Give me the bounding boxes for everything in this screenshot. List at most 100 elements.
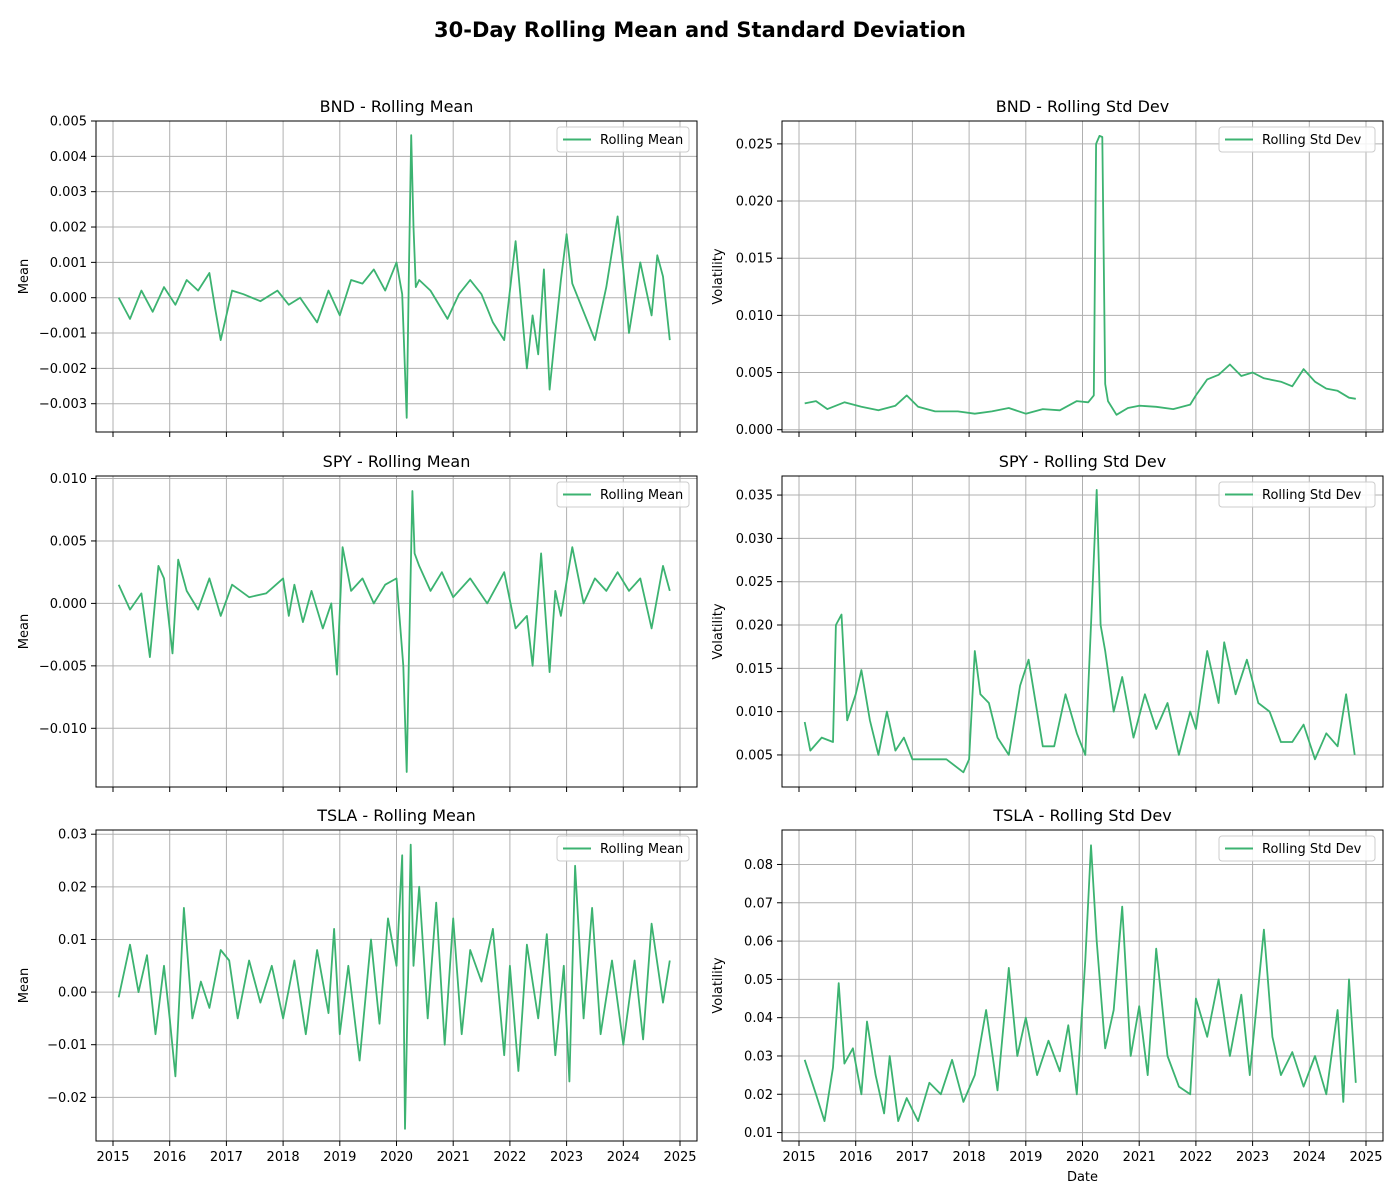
legend-box	[556, 481, 690, 508]
y-axis-label: Mean	[17, 259, 32, 294]
legend-box	[1218, 126, 1376, 153]
y-tick-label: 0.04	[744, 1011, 773, 1026]
series-line	[804, 134, 1356, 416]
series-line	[117, 134, 671, 419]
subplot-3: −0.010 −0.005 0.000 0.005 0.010 SPY - Rolling…	[17, 452, 698, 792]
y-tick-label: 0.000	[50, 597, 87, 612]
x-tick-label: 2024	[1293, 1150, 1326, 1165]
legend-label: Rolling Mean	[600, 842, 683, 857]
y-axis-label: Volatility	[711, 248, 726, 304]
subplot-title: TSLA - Rolling Mean	[316, 806, 476, 825]
y-tick-label: 0.035	[736, 489, 773, 504]
legend-label: Rolling Std Dev	[1262, 842, 1362, 857]
series-line	[117, 490, 671, 773]
axes-frame	[781, 120, 1384, 433]
y-tick-label: 0.08	[744, 858, 773, 873]
figure-title: 30-Day Rolling Mean and Standard Deviati…	[434, 18, 966, 42]
y-tick-label: 0.06	[744, 935, 773, 950]
y-tick-label: 0.02	[58, 880, 87, 895]
x-tick-label: 2025	[1349, 1150, 1382, 1165]
subplot-title: SPY - Rolling Std Dev	[999, 452, 1166, 471]
subplot-5: 2015 2016 2017 2018 2019 2020 2021 2022 2023 2024…	[17, 806, 698, 1165]
y-tick-label: 0.03	[744, 1049, 773, 1064]
x-tick-label: 2024	[607, 1150, 640, 1165]
y-tick-label: 0.002	[50, 221, 87, 236]
x-tick-label: 2023	[1236, 1150, 1269, 1165]
y-tick-label: 0.020	[736, 619, 773, 634]
legend-box	[556, 835, 690, 862]
x-tick-label: 2016	[153, 1150, 186, 1165]
y-tick-label: 0.030	[736, 532, 773, 547]
x-tick-label: 2015	[96, 1150, 129, 1165]
y-tick-label: 0.005	[50, 534, 87, 549]
legend-box	[556, 126, 690, 153]
x-tick-label: 2017	[210, 1150, 243, 1165]
x-tick-label: 2019	[323, 1150, 356, 1165]
y-tick-label: 0.001	[50, 256, 87, 271]
x-tick-label: 2019	[1009, 1150, 1042, 1165]
y-tick-label: 0.02	[744, 1088, 773, 1103]
y-tick-label: 0.003	[50, 185, 87, 200]
y-tick-label: 0.004	[50, 150, 87, 165]
series-line	[803, 488, 1356, 774]
axes-frame	[95, 120, 698, 433]
x-axis-label: Date	[1067, 1170, 1098, 1185]
y-tick-label: 0.015	[736, 252, 773, 267]
x-tick-label: 2018	[267, 1150, 300, 1165]
legend-label: Rolling Mean	[600, 133, 683, 148]
y-tick-label: 0.025	[736, 137, 773, 152]
y-tick-label: 0.010	[736, 705, 773, 720]
y-tick-label: −0.01	[47, 1038, 87, 1053]
y-tick-label: 0.025	[736, 575, 773, 590]
x-tick-label: 2020	[1066, 1150, 1099, 1165]
x-tick-label: 2016	[839, 1150, 872, 1165]
x-tick-label: 2021	[1123, 1150, 1156, 1165]
y-tick-label: 0.01	[58, 933, 87, 948]
subplot-2: 0.000 0.005 0.010 0.015 0.020 0.025 BND - Roll…	[711, 97, 1384, 438]
subplot-title: TSLA - Rolling Std Dev	[992, 806, 1171, 825]
x-tick-label: 2021	[437, 1150, 470, 1165]
axes-frame	[95, 829, 698, 1142]
x-tick-label: 2018	[953, 1150, 986, 1165]
axes-frame	[781, 829, 1384, 1142]
y-tick-label: −0.003	[39, 397, 87, 412]
x-tick-label: 2025	[663, 1150, 696, 1165]
y-tick-label: 0.000	[736, 423, 773, 438]
y-tick-label: 0.00	[58, 986, 87, 1001]
y-axis-label: Volatility	[711, 603, 726, 659]
subplot-title: BND - Rolling Std Dev	[996, 97, 1169, 116]
series-line	[803, 844, 1357, 1122]
series-line	[117, 843, 671, 1130]
y-tick-label: −0.02	[47, 1091, 87, 1106]
y-axis-label: Volatility	[711, 957, 726, 1013]
x-tick-label: 2023	[550, 1150, 583, 1165]
subplot-6: 2015 2016 2017 2018 2019 2020 2021 2022 2023 2024…	[711, 806, 1384, 1185]
subplot-4: 0.005 0.010 0.015 0.020 0.025 0.030 0.035 SPY -…	[711, 452, 1384, 792]
x-tick-label: 2015	[782, 1150, 815, 1165]
y-tick-label: 0.010	[736, 309, 773, 324]
y-tick-label: 0.05	[744, 973, 773, 988]
legend-box	[1218, 835, 1376, 862]
y-tick-label: 0.03	[58, 828, 87, 843]
axes-frame	[95, 475, 698, 788]
y-tick-label: 0.020	[736, 195, 773, 210]
y-tick-label: −0.010	[39, 722, 87, 737]
subplot-title: SPY - Rolling Mean	[323, 452, 471, 471]
x-tick-label: 2020	[380, 1150, 413, 1165]
y-tick-label: −0.001	[39, 327, 87, 342]
legend-label: Rolling Std Dev	[1262, 133, 1362, 148]
y-tick-label: 0.015	[736, 662, 773, 677]
x-tick-label: 2017	[896, 1150, 929, 1165]
x-tick-label: 2022	[1179, 1150, 1212, 1165]
y-tick-label: 0.010	[50, 472, 87, 487]
y-tick-label: 0.000	[50, 291, 87, 306]
y-axis-label: Mean	[17, 614, 32, 649]
y-tick-label: 0.07	[744, 896, 773, 911]
legend-box	[1218, 481, 1376, 508]
y-tick-label: 0.01	[744, 1126, 773, 1141]
y-axis-label: Mean	[17, 968, 32, 1003]
subplot-1: −0.003 −0.002 −0.001 0.000 0.001 0.002 0.003 0.…	[17, 97, 698, 437]
legend-label: Rolling Std Dev	[1262, 488, 1362, 503]
